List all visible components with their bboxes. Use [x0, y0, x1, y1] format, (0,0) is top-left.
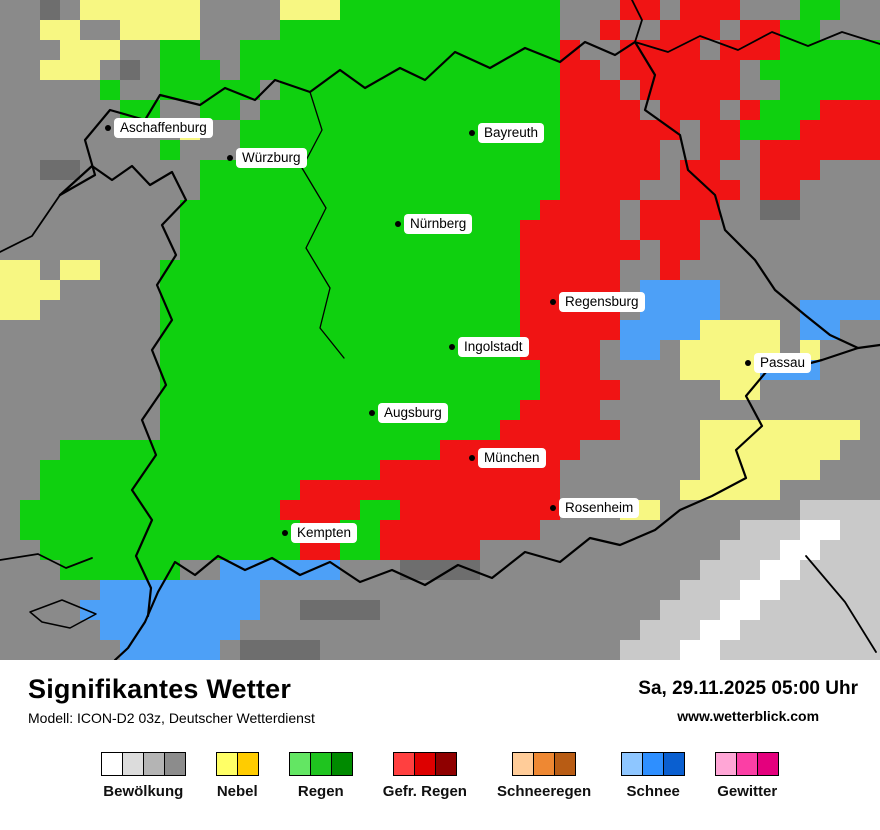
- city-label: Augsburg: [378, 403, 448, 423]
- legend-swatches: [215, 752, 259, 776]
- city-marker: Rosenheim: [550, 498, 640, 518]
- legend-swatch: [736, 752, 759, 776]
- city-dot: [369, 410, 375, 416]
- legend-swatch: [554, 752, 577, 776]
- legend-label: Regen: [297, 783, 344, 800]
- city-dot: [550, 299, 556, 305]
- state-border-west: [58, 164, 188, 618]
- legend-swatches: [100, 752, 186, 776]
- legend-group: Gewitter: [715, 752, 780, 800]
- legend-swatches: [715, 752, 780, 776]
- legend-group: Gefr. Regen: [383, 752, 467, 800]
- city-marker: Passau: [745, 353, 812, 373]
- weather-map-svg: [0, 0, 880, 660]
- legend: Bewölkung Nebel Regen Gefr. Regen Schneerege…: [0, 752, 880, 800]
- legend-label: Gewitter: [717, 783, 778, 800]
- legend-swatch: [330, 752, 353, 776]
- page-title: Signifikantes Wetter: [28, 674, 292, 704]
- legend-swatches: [288, 752, 353, 776]
- city-dot: [469, 455, 475, 461]
- lake-constance-outline: [29, 599, 97, 629]
- legend-swatch: [413, 752, 436, 776]
- legend-swatch: [142, 752, 165, 776]
- legend-swatches: [621, 752, 686, 776]
- city-dot: [227, 155, 233, 161]
- website-label: www.wetterblick.com: [677, 708, 820, 724]
- state-border-north-east: [58, 40, 880, 350]
- city-dot: [282, 530, 288, 536]
- city-marker: Aschaffenburg: [105, 118, 213, 138]
- legend-swatch: [392, 752, 415, 776]
- city-label: Aschaffenburg: [114, 118, 213, 138]
- legend-swatch: [663, 752, 686, 776]
- legend-swatches: [512, 752, 577, 776]
- border-layer: [0, 0, 880, 660]
- city-marker: Regensburg: [550, 292, 645, 312]
- city-dot: [105, 125, 111, 131]
- info-right: Sa, 29.11.2025 05:00 Uhr www.wetterblick…: [638, 674, 858, 724]
- district-border: [301, 91, 345, 359]
- legend-label: Bewölkung: [103, 783, 184, 800]
- city-marker: Bayreuth: [469, 123, 545, 143]
- legend-swatch: [288, 752, 311, 776]
- legend-label: Nebel: [216, 783, 258, 800]
- info-bar: Signifikantes Wetter Modell: ICON-D2 03z…: [0, 660, 880, 726]
- legend-swatch: [100, 752, 123, 776]
- legend-swatch: [533, 752, 556, 776]
- city-label: Ingolstadt: [458, 337, 529, 357]
- border-bottom-left: [0, 553, 93, 569]
- state-border-south: [113, 346, 860, 660]
- city-label: Kempten: [291, 523, 358, 543]
- city-marker: Würzburg: [227, 148, 307, 168]
- legend-swatch: [163, 752, 186, 776]
- city-marker: München: [469, 448, 546, 468]
- legend-swatch: [512, 752, 535, 776]
- weather-map: Aschaffenburg Würzburg Bayreuth Nürnberg Reg…: [0, 0, 880, 660]
- city-label: Regensburg: [559, 292, 645, 312]
- city-dot: [550, 505, 556, 511]
- city-marker: Kempten: [282, 523, 358, 543]
- datetime-label: Sa, 29.11.2025 05:00 Uhr: [638, 678, 858, 699]
- legend-group: Schneeregen: [497, 752, 591, 800]
- city-marker: Augsburg: [369, 403, 448, 423]
- city-label: Bayreuth: [478, 123, 545, 143]
- legend-swatch: [715, 752, 738, 776]
- legend-label: Schneeregen: [496, 783, 592, 800]
- border-top-edge: [631, 0, 643, 43]
- border-bottom-right: [805, 555, 877, 653]
- legend-group: Schnee: [621, 752, 686, 800]
- city-dot: [449, 344, 455, 350]
- city-dot: [469, 130, 475, 136]
- border-left-edge: [0, 194, 61, 253]
- legend-group: Nebel: [215, 752, 259, 800]
- legend-group: Regen: [288, 752, 353, 800]
- city-marker: Ingolstadt: [449, 337, 529, 357]
- legend-swatch: [621, 752, 644, 776]
- city-label: Passau: [754, 353, 812, 373]
- city-dot: [745, 360, 751, 366]
- legend-swatch: [642, 752, 665, 776]
- city-marker: Nürnberg: [395, 214, 473, 234]
- legend-swatches: [392, 752, 457, 776]
- legend-swatch: [757, 752, 780, 776]
- city-label: Würzburg: [236, 148, 307, 168]
- legend-swatch: [215, 752, 238, 776]
- weather-raster: [0, 0, 880, 660]
- info-left: Signifikantes Wetter Modell: ICON-D2 03z…: [28, 674, 315, 726]
- city-label: Rosenheim: [559, 498, 640, 518]
- legend-swatch: [121, 752, 144, 776]
- legend-label: Gefr. Regen: [382, 783, 467, 800]
- legend-swatch: [434, 752, 457, 776]
- legend-label: Schnee: [626, 783, 680, 800]
- border-northeast-edge: [634, 31, 880, 53]
- legend-swatch: [236, 752, 259, 776]
- city-label: München: [478, 448, 546, 468]
- legend-group: Bewölkung: [100, 752, 186, 800]
- model-line: Modell: ICON-D2 03z, Deutscher Wetterdie…: [28, 710, 315, 726]
- city-label: Nürnberg: [404, 214, 473, 234]
- legend-swatch: [309, 752, 332, 776]
- city-dot: [395, 221, 401, 227]
